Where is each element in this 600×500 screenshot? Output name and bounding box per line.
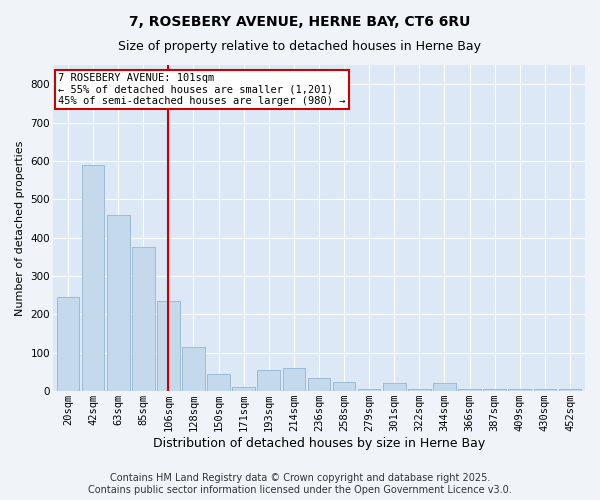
Bar [132,248,155,391]
Text: 7, ROSEBERY AVENUE, HERNE BAY, CT6 6RU: 7, ROSEBERY AVENUE, HERNE BAY, CT6 6RU [130,15,470,29]
Bar [82,165,104,391]
Bar [433,384,456,391]
Bar [182,347,205,391]
Bar [232,388,255,391]
Bar [484,389,506,391]
Bar [157,301,179,391]
Bar [257,370,280,391]
Bar [458,389,481,391]
Bar [57,297,79,391]
Bar [533,389,556,391]
Bar [508,389,531,391]
Bar [208,374,230,391]
Bar [283,368,305,391]
Text: Contains HM Land Registry data © Crown copyright and database right 2025.
Contai: Contains HM Land Registry data © Crown c… [88,474,512,495]
Bar [408,389,431,391]
Bar [107,214,130,391]
Y-axis label: Number of detached properties: Number of detached properties [15,140,25,316]
Bar [383,384,406,391]
Text: 7 ROSEBERY AVENUE: 101sqm
← 55% of detached houses are smaller (1,201)
45% of se: 7 ROSEBERY AVENUE: 101sqm ← 55% of detac… [58,72,346,106]
Bar [333,382,355,391]
Bar [559,389,581,391]
X-axis label: Distribution of detached houses by size in Herne Bay: Distribution of detached houses by size … [153,437,485,450]
Text: Size of property relative to detached houses in Herne Bay: Size of property relative to detached ho… [119,40,482,53]
Bar [358,389,380,391]
Bar [308,378,330,391]
